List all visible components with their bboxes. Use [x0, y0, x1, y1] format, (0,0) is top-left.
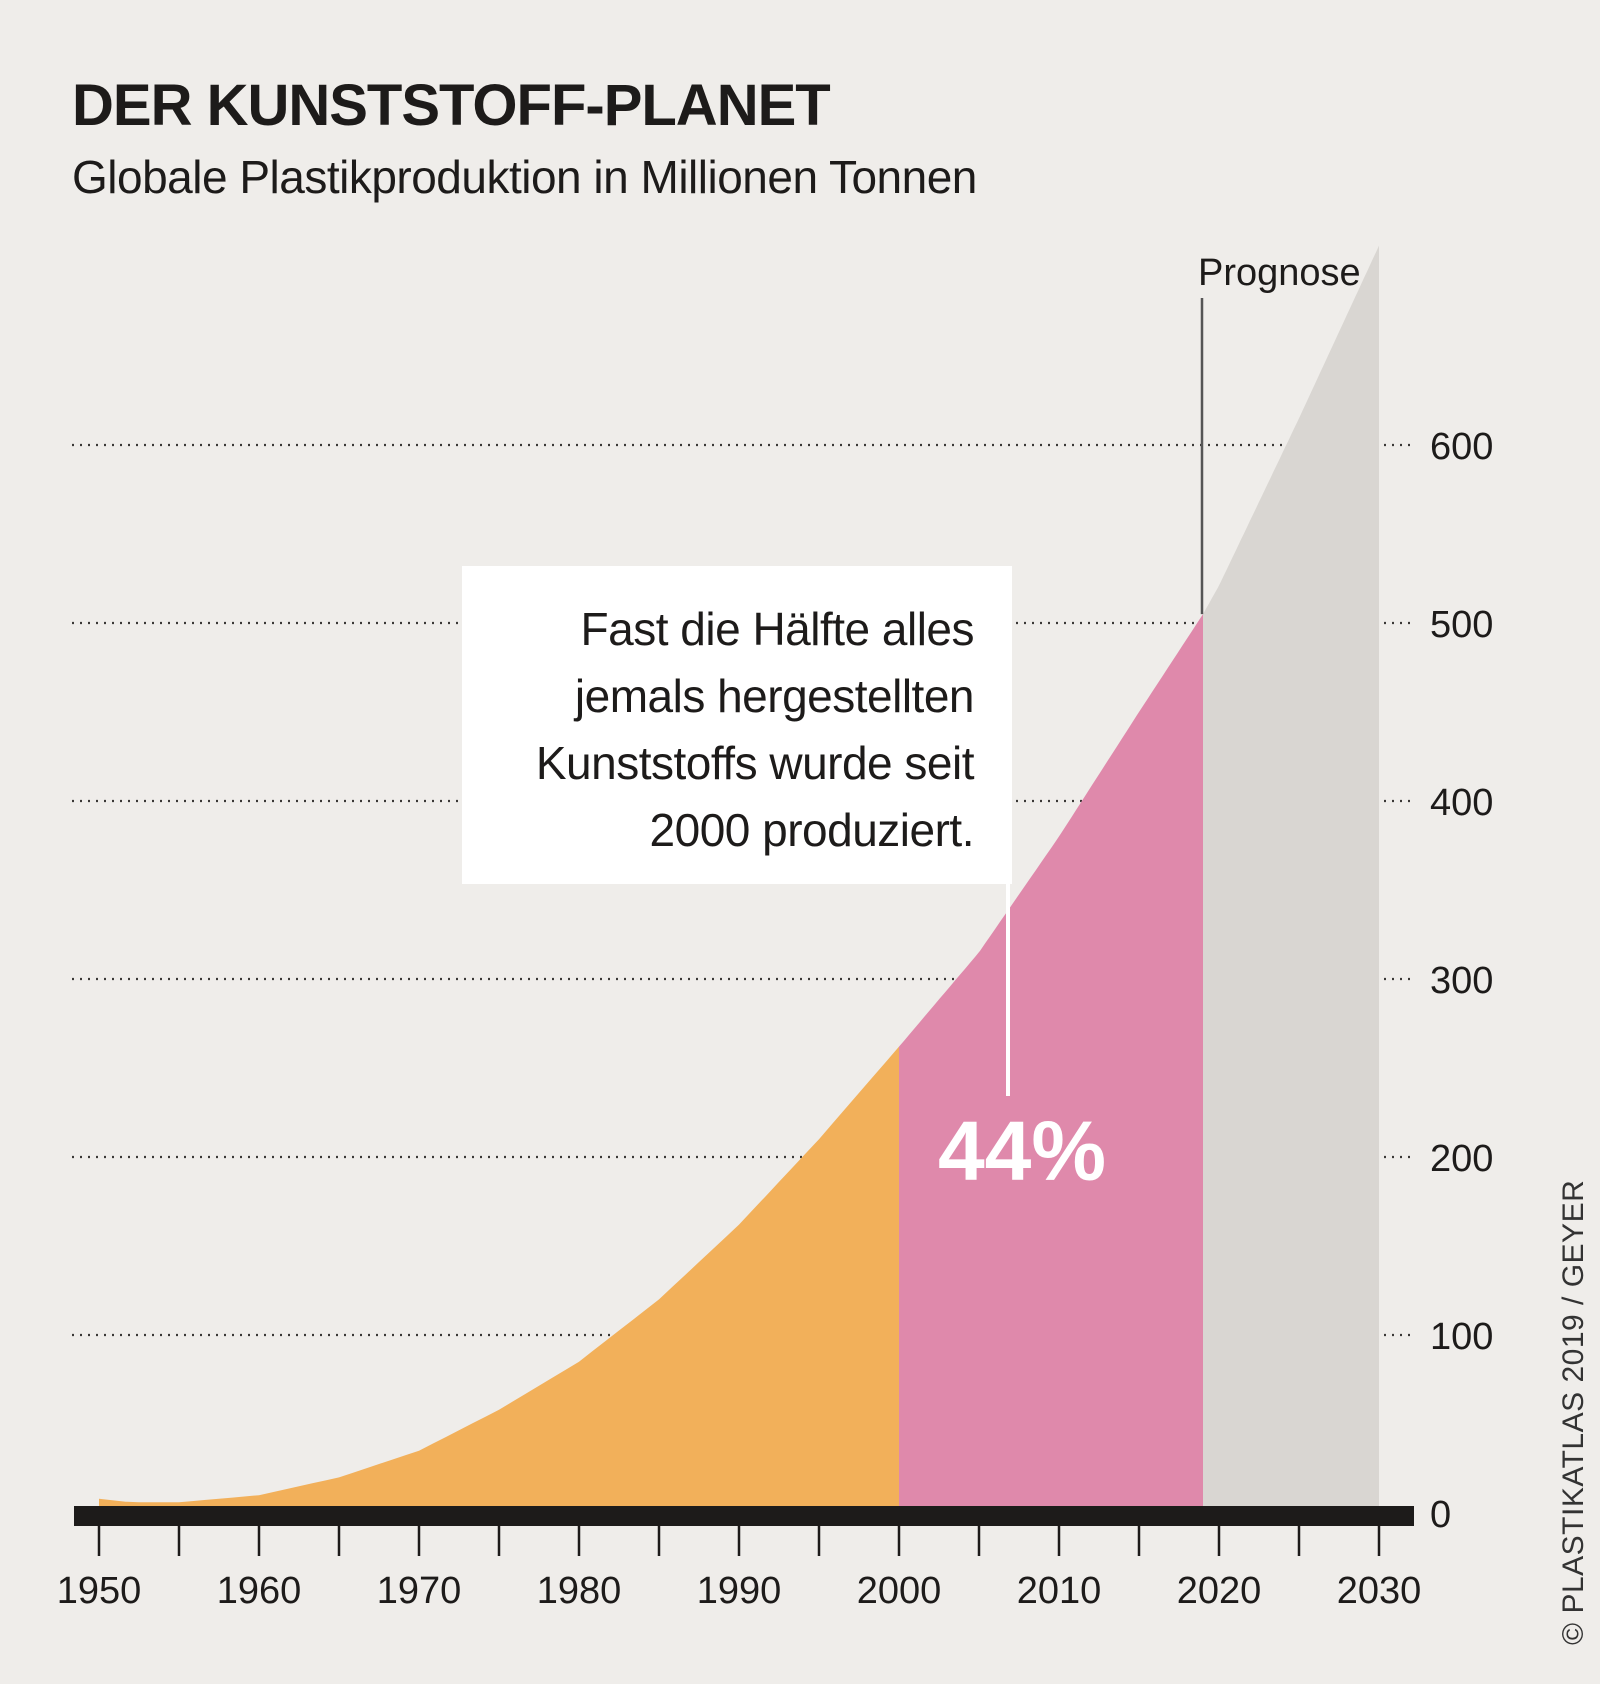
x-tick-labels: 1950 1960 1970 1980 1990 2000 2010 2020 2030 [57, 1570, 1422, 1612]
annotation-line: Fast die Hälfte alles [580, 603, 975, 655]
x-tick-label: 1950 [57, 1570, 142, 1612]
chart-title: DER KUNSTSTOFF-PLANET [72, 73, 831, 138]
y-tick-label: 200 [1430, 1138, 1493, 1180]
percent-label: 44% [938, 1104, 1106, 1198]
y-tick-label: 600 [1430, 426, 1493, 468]
y-tick-label: 0 [1430, 1494, 1451, 1536]
x-tick-label: 1980 [537, 1570, 622, 1612]
y-tick-label: 100 [1430, 1316, 1493, 1358]
annotation-box: Fast die Hälfte alles jemals hergestellt… [462, 566, 1012, 884]
area-forecast [1203, 245, 1379, 1514]
forecast-label: Prognose [1198, 252, 1361, 294]
x-tick-label: 2010 [1017, 1570, 1102, 1612]
chart-subtitle: Globale Plastikproduktion in Millionen T… [72, 151, 977, 203]
annotation-line: 2000 produziert. [649, 804, 975, 856]
x-tick-label: 2000 [857, 1570, 942, 1612]
y-tick-label: 300 [1430, 960, 1493, 1002]
area-since-2000 [899, 614, 1203, 1513]
y-tick-label: 500 [1430, 604, 1493, 646]
x-tick-label: 1990 [697, 1570, 782, 1612]
area-before-2000 [99, 1046, 899, 1513]
x-tick-label: 2020 [1177, 1570, 1262, 1612]
annotation-line: jemals hergestellten [574, 670, 975, 722]
area-segments [99, 245, 1379, 1514]
x-tick-label: 2030 [1337, 1570, 1422, 1612]
x-tick-label: 1960 [217, 1570, 302, 1612]
source-credit: © PLASTIKATLAS 2019 / GEYER [1557, 1179, 1590, 1645]
x-tick-label: 1970 [377, 1570, 462, 1612]
annotation-line: Kunststoffs wurde seit [535, 737, 975, 789]
x-axis-baseline [74, 1506, 1414, 1526]
forecast-marker: Prognose [1198, 252, 1361, 615]
x-axis [74, 1506, 1414, 1556]
y-tick-label: 400 [1430, 782, 1493, 824]
annotation-pointer: 44% [938, 884, 1106, 1198]
y-tick-labels: 0 100 200 300 400 500 600 [1430, 426, 1493, 1536]
